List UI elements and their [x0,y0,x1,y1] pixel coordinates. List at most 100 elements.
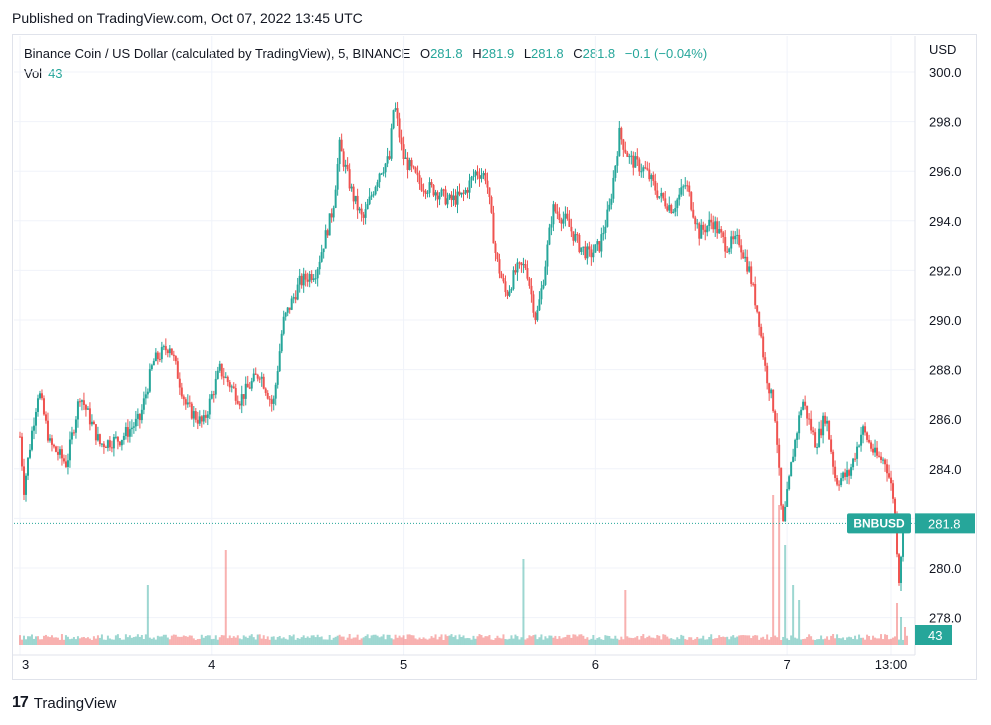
candle-body [60,449,63,459]
volume-bar [724,637,727,645]
candle-body [512,270,515,290]
candle-body [792,456,795,463]
volume-bar [706,639,709,645]
volume-bar [588,639,591,645]
volume-bar [888,639,891,645]
candle-body [326,230,329,236]
volume-bar [668,638,671,645]
volume-bar [104,639,107,645]
currency-label: USD [929,42,957,57]
tradingview-logo[interactable]: 17 TradingView [12,694,116,712]
candle-body [566,213,569,219]
candle-body [656,190,659,198]
volume-bar [528,635,531,645]
candle-body [162,346,165,348]
candle-body [690,192,693,210]
volume-bar [406,634,409,645]
x-tick-label: 13:00 [875,657,908,672]
candle-body [216,370,219,379]
volume-bar [44,634,47,645]
candle-body [88,408,91,425]
candle-body [274,384,277,399]
candle-body [696,223,699,225]
volume-bar [326,639,329,645]
candle-body [716,221,719,234]
candle-body [174,356,177,362]
volume-badge-text: 43 [928,628,942,643]
candle-body [824,415,827,424]
candle-body [672,211,675,213]
candle-body [244,383,247,399]
candle-body [770,389,773,394]
candle-body [290,298,293,310]
candle-body [412,166,415,168]
candle-body [392,110,395,129]
volume-bar [410,635,413,645]
candle-body [650,175,653,180]
candle-body [238,403,241,406]
volume-bar [628,637,631,645]
y-tick-label: 300.0 [929,65,962,80]
volume-bar [162,634,165,645]
candle-body [176,361,179,379]
candle-body [874,447,877,453]
volume-bar [590,638,593,645]
volume-bar [530,636,533,645]
candle-body [284,312,287,317]
candle-body [838,484,841,486]
volume-bar [36,636,39,645]
candle-body [814,432,817,448]
candle-body [784,506,787,522]
volume-bar [610,638,613,645]
candle-body [430,182,433,186]
candle-body [440,189,443,196]
candle-body [804,401,807,406]
candle-body [508,290,511,296]
candle-body [350,186,353,189]
volume-bar [384,639,387,645]
volume-bar [210,639,213,645]
close-label: C [573,46,583,61]
candle-body [540,288,543,300]
candle-body [328,213,331,236]
volume-bar [234,637,237,645]
candle-body [354,195,357,202]
volume-bar [340,636,343,645]
volume-bar [564,636,567,645]
candle-body [606,209,609,227]
candle-body [58,449,61,455]
volume-bar [546,638,549,645]
candle-body [32,425,35,431]
candle-body [808,418,811,420]
candle-body [208,398,211,415]
volume-bar [606,635,609,645]
volume-bar [720,637,723,645]
candle-body [666,206,669,211]
volume-bar [154,639,157,645]
volume-bar [552,637,555,645]
candle-body [486,180,489,188]
candle-body [892,483,895,499]
candle-body [876,447,879,456]
volume-bar [478,634,481,645]
volume-bar [344,639,347,645]
volume-bar [486,636,489,645]
volume-bar [108,638,111,645]
candle-body [388,156,391,159]
volume-bar [468,638,471,645]
volume-bar [534,634,537,645]
candle-body [576,234,579,236]
volume-bar [466,637,469,645]
volume-bar [778,505,781,645]
candle-body [810,418,813,431]
candle-body [146,391,149,395]
volume-bar [90,639,93,645]
candle-body [780,467,783,506]
candle-body [794,439,797,457]
candle-body [108,440,111,448]
candle-body [184,399,187,405]
volume-bar [272,636,275,645]
volume-bar [700,638,703,645]
candle-body [660,192,663,197]
